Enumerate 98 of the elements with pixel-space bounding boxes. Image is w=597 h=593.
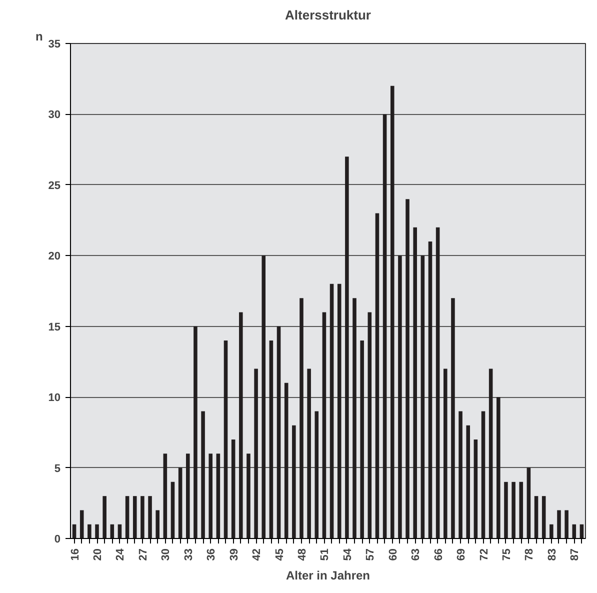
y-tick-label: 25 (48, 180, 61, 192)
bar (368, 312, 372, 538)
bar (345, 156, 349, 538)
x-tick-label: 60 (387, 548, 400, 561)
bar (125, 496, 130, 538)
y-axis-title: n (36, 30, 43, 44)
bar (186, 454, 190, 538)
bar (360, 340, 364, 538)
bar (254, 368, 258, 538)
bar (352, 298, 356, 538)
bar (262, 256, 266, 538)
bar (194, 326, 198, 538)
bar (178, 468, 182, 538)
y-tick-label: 20 (48, 250, 61, 263)
bar (80, 510, 84, 538)
bar (276, 326, 281, 538)
bar (572, 524, 576, 538)
x-tick-label: 33 (182, 548, 195, 561)
bar (330, 284, 334, 538)
x-tick-label: 75 (500, 548, 513, 561)
bar (140, 496, 144, 538)
bar (542, 496, 546, 538)
bar (398, 256, 402, 538)
bar (88, 524, 92, 538)
bar (231, 440, 236, 538)
bar (246, 454, 250, 538)
x-tick-label: 63 (410, 548, 422, 561)
chart-title: Altersstruktur (285, 8, 371, 22)
bar (481, 411, 486, 538)
x-tick-label: 20 (92, 548, 104, 561)
x-tick-label: 83 (546, 548, 558, 561)
bar (390, 86, 394, 538)
x-tick-label: 69 (456, 548, 468, 561)
bar (526, 468, 531, 538)
y-tick-label: 35 (48, 38, 61, 50)
bar (504, 482, 508, 538)
bar (382, 114, 387, 538)
bar (519, 482, 524, 538)
x-tick-label: 54 (342, 548, 354, 561)
bar (436, 227, 440, 538)
bar (488, 368, 493, 538)
bar (337, 284, 342, 538)
bar (132, 496, 137, 538)
bar (156, 510, 160, 538)
bar (375, 213, 380, 538)
bar (307, 368, 311, 538)
x-tick-label: 42 (251, 548, 264, 561)
bar (269, 340, 274, 538)
y-tick-label: 0 (54, 534, 61, 546)
x-tick-label: 45 (274, 548, 286, 561)
bar (300, 298, 304, 538)
x-tick-label: 78 (524, 548, 536, 561)
bar (292, 425, 296, 538)
x-axis-title: Alter in Jahren (286, 568, 370, 583)
bar (512, 482, 516, 538)
bar (428, 242, 432, 538)
bar (466, 425, 470, 538)
bar (314, 411, 319, 538)
bar (224, 340, 228, 538)
bar (413, 227, 417, 538)
x-tick-label: 39 (228, 548, 240, 561)
bar (406, 199, 410, 538)
bar (564, 510, 568, 538)
x-tick-label: 24 (114, 548, 127, 561)
bar (550, 524, 554, 538)
bar (496, 397, 500, 538)
x-tick-label: 27 (137, 548, 150, 561)
x-tick-label: 36 (206, 548, 218, 561)
x-tick-label: 87 (569, 548, 582, 561)
bar (557, 510, 561, 538)
bar (95, 524, 99, 538)
x-tick-label: 66 (432, 548, 445, 561)
y-tick-label: 15 (48, 321, 61, 334)
bar (534, 496, 538, 538)
bar (208, 454, 213, 538)
bar (163, 454, 168, 538)
bar (239, 312, 243, 538)
y-tick-label: 5 (54, 462, 61, 475)
bar (284, 382, 288, 538)
x-tick-label: 30 (160, 548, 172, 561)
bar (443, 368, 448, 538)
y-tick-label: 10 (48, 392, 61, 404)
bar (170, 482, 175, 538)
y-tick-label: 30 (48, 109, 61, 122)
x-tick-label: 16 (69, 548, 82, 561)
x-tick-label: 51 (319, 548, 332, 561)
bar (201, 411, 205, 538)
bar (216, 454, 220, 538)
bar (148, 496, 152, 538)
x-tick-label: 48 (296, 548, 308, 561)
bar (451, 298, 455, 538)
x-tick-label: 72 (478, 548, 490, 561)
bar (420, 256, 425, 538)
bar (458, 411, 462, 538)
bar (474, 440, 478, 538)
bar (322, 312, 326, 538)
bar (102, 496, 106, 538)
x-tick-label: 57 (364, 548, 377, 561)
